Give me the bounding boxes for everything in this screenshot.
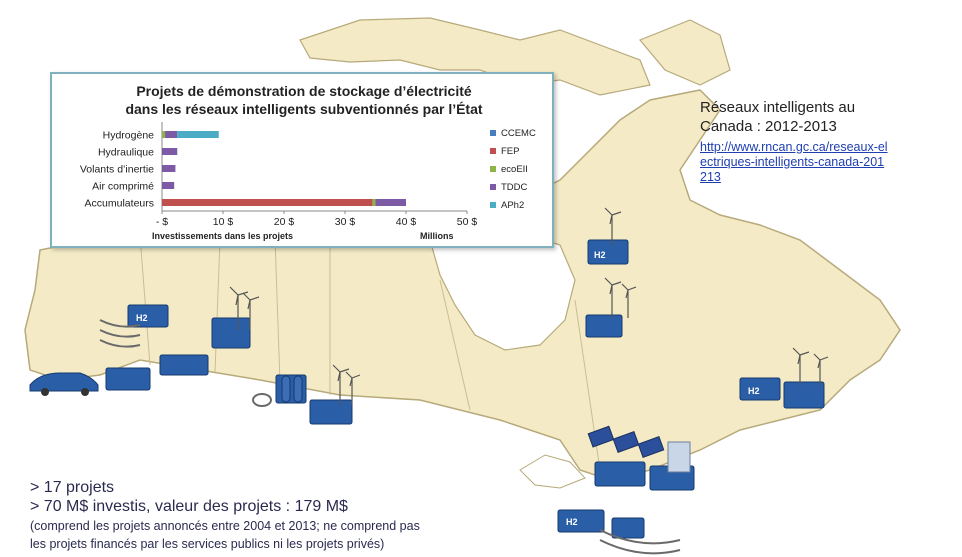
x-tick-label: 10 $: [213, 216, 234, 228]
bar-segment: [372, 199, 376, 206]
solar-panel-icon: [637, 436, 665, 458]
pipe-icon: [599, 529, 681, 555]
legend-label: TDDC: [501, 182, 528, 193]
hydrogen-label: H2: [594, 250, 606, 260]
chart-title-line1: Projets de démonstration de stockage d’é…: [136, 83, 472, 99]
wind-turbine-icon: [332, 364, 350, 405]
wind-turbine-icon: [242, 292, 260, 330]
bar-segment: [162, 182, 175, 189]
wind-turbine-icon: [621, 283, 637, 318]
note-line1: (comprend les projets annoncés entre 200…: [30, 519, 420, 533]
bar-segment: [162, 199, 373, 206]
legend-swatch: [490, 166, 496, 172]
x-tick-label: 50 $: [457, 216, 478, 228]
wind-turbine-icon: [792, 347, 810, 385]
category-label: Accumulateurs: [85, 198, 154, 210]
legend-label: APh2: [501, 200, 524, 211]
battery-icon: [585, 314, 623, 338]
battery-icon: [127, 304, 169, 328]
legend-swatch: [490, 202, 496, 208]
wind-turbine-icon: [604, 207, 622, 245]
legend-swatch: [490, 130, 496, 136]
projects-count: > 17 projets: [30, 479, 115, 496]
bar-segment: [165, 131, 178, 138]
legend-label: ecoEII: [501, 164, 528, 175]
building-icon: [667, 441, 691, 473]
rncan-link[interactable]: http://www.rncan.gc.ca/reseaux-electriqu…: [700, 140, 888, 184]
hydrogen-label: H2: [566, 517, 578, 527]
wind-turbine-icon: [604, 277, 622, 318]
summary-block: > 17 projets > 70 M$ investis, valeur de…: [30, 478, 630, 552]
legend-label: CCEMC: [501, 128, 536, 139]
air-coil-icon: [99, 319, 141, 348]
x-tick-label: - $: [156, 216, 168, 228]
great-lakes: [519, 454, 586, 489]
flywheel-icon: [252, 393, 272, 407]
bar-chart: Hydrogène Hydraulique Volants d’inertie Air…: [80, 122, 536, 241]
tank-icon: [293, 375, 303, 403]
hydrogen-label: H2: [136, 313, 148, 323]
bar-segment: [375, 199, 406, 206]
battery-icon: [739, 377, 781, 401]
battery-icon: [783, 381, 825, 409]
x-axis-label: Investissements dans les projets: [152, 231, 293, 241]
bar-segment: [162, 165, 176, 172]
note-line2: les projets financés par les services pu…: [30, 537, 385, 551]
bar-segment: [162, 131, 166, 138]
battery-icon: [557, 509, 605, 533]
battery-icon: [211, 317, 251, 349]
battery-icon: [309, 399, 353, 425]
info-title-line2: Canada : 2012-2013: [700, 118, 837, 135]
tank-icon: [281, 375, 291, 403]
category-label: Air comprimé: [92, 181, 154, 193]
x-unit-label: Millions: [420, 231, 454, 241]
category-label: Volants d’inertie: [80, 164, 154, 176]
category-label: Hydrogène: [103, 130, 155, 142]
info-block: Réseaux intelligents au Canada : 2012-20…: [700, 98, 940, 185]
category-label: Hydraulique: [98, 147, 154, 159]
electric-car-icon: [29, 372, 99, 396]
bar-segment: [177, 131, 219, 138]
bar-segment: [162, 148, 178, 155]
battery-icon: [611, 517, 645, 539]
solar-panel-icon: [612, 431, 640, 453]
battery-icon: [594, 461, 646, 487]
chart-title-line2: dans les réseaux intelligents subvention…: [125, 101, 483, 117]
arctic-islands: [299, 17, 651, 96]
hydrogen-label: H2: [748, 386, 760, 396]
wind-turbine-icon: [813, 353, 829, 385]
legend-label: FEP: [501, 146, 519, 157]
battery-icon: [587, 239, 629, 265]
x-tick-label: 20 $: [274, 216, 295, 228]
battery-icon: [159, 354, 209, 376]
info-title: Réseaux intelligents au Canada : 2012-20…: [700, 98, 940, 136]
legend-swatch: [490, 184, 496, 190]
x-tick-label: 30 $: [335, 216, 356, 228]
wind-turbine-icon: [345, 371, 361, 405]
info-title-line1: Réseaux intelligents au: [700, 99, 856, 116]
investment-summary: > 70 M$ investis, valeur des projets : 1…: [30, 498, 348, 515]
legend-swatch: [490, 148, 496, 154]
battery-icon: [105, 367, 151, 391]
baffin-island: [639, 19, 731, 86]
x-tick-label: 40 $: [396, 216, 417, 228]
chart-panel: Projets de démonstration de stockage d’é…: [50, 72, 554, 248]
solar-panel-icon: [587, 425, 615, 448]
